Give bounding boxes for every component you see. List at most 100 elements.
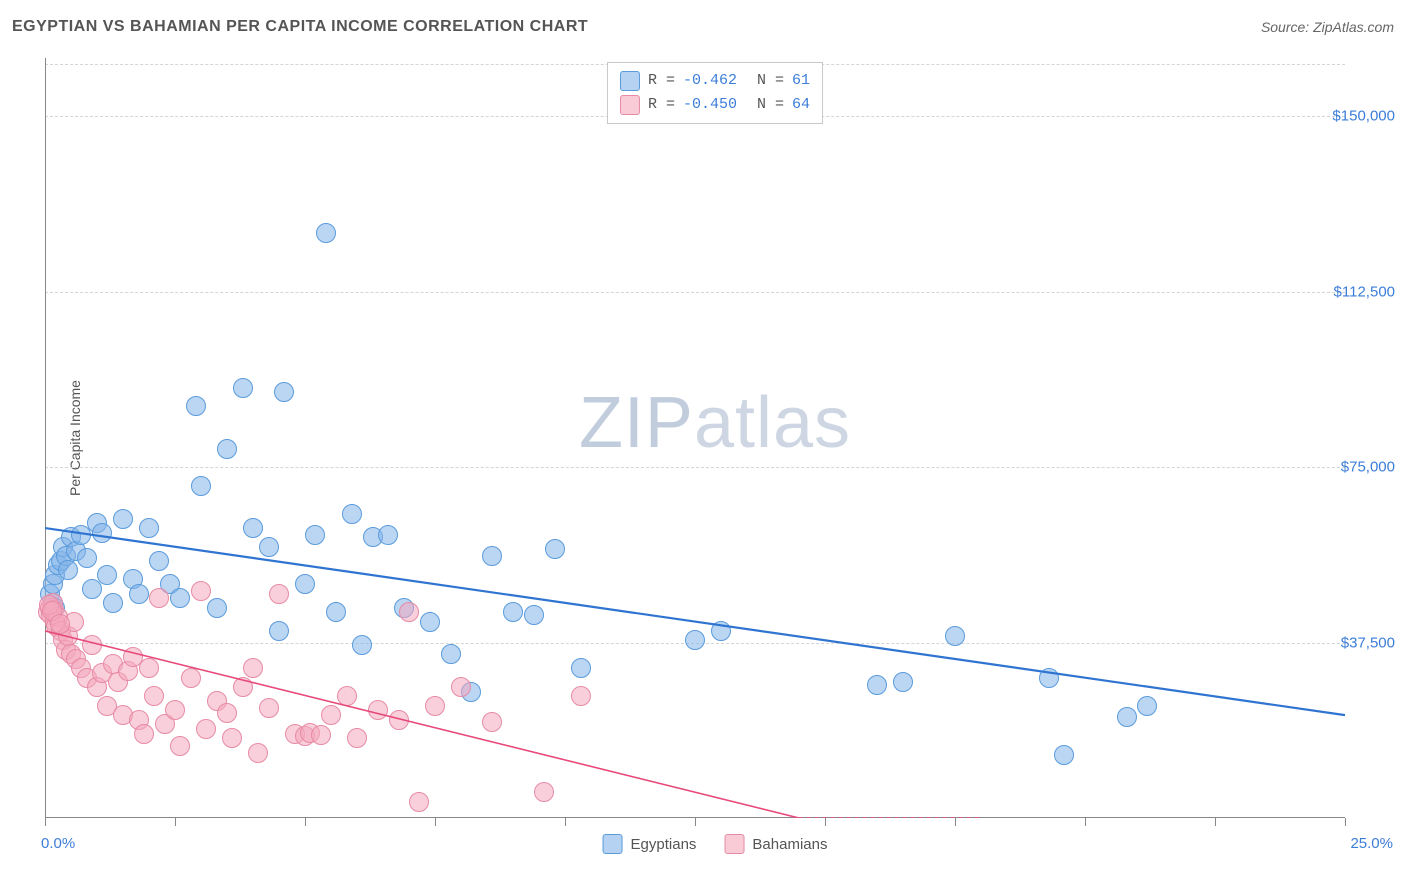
data-point [420,612,440,632]
data-point [352,635,372,655]
data-point [207,598,227,618]
data-point [103,593,123,613]
x-tick [1085,818,1086,826]
swatch-blue-icon [620,71,640,91]
data-point [368,700,388,720]
source-name: ZipAtlas.com [1313,19,1394,35]
chart-area: Per Capita Income $37,500$75,000$112,500… [45,58,1385,818]
data-point [893,672,913,692]
x-tick [1215,818,1216,826]
data-point [378,525,398,545]
data-point [149,588,169,608]
data-point [326,602,346,622]
x-tick [1345,818,1346,826]
legend-label: Egyptians [631,836,697,853]
data-point [399,602,419,622]
x-tick [175,818,176,826]
r-label: R = [648,93,675,117]
data-point [571,686,591,706]
legend-series: Egyptians Bahamians [603,834,828,854]
data-point [77,548,97,568]
data-point [389,710,409,730]
data-point [129,584,149,604]
swatch-blue-icon [603,834,623,854]
data-point [441,644,461,664]
data-point [196,719,216,739]
swatch-pink-icon [620,95,640,115]
data-point [545,539,565,559]
data-point [243,658,263,678]
x-tick [45,818,46,826]
data-point [134,724,154,744]
data-point [181,668,201,688]
trend-lines-svg [45,58,1385,818]
n-value: 64 [792,93,810,117]
data-point [482,546,502,566]
data-point [534,782,554,802]
data-point [945,626,965,646]
legend-row-bahamians: R = -0.450 N = 64 [620,93,810,117]
source-attribution: Source: ZipAtlas.com [1261,19,1394,35]
data-point [295,574,315,594]
data-point [316,223,336,243]
y-axis-line [45,58,46,818]
data-point [186,396,206,416]
data-point [1137,696,1157,716]
data-point [222,728,242,748]
x-tick [435,818,436,826]
x-tick [825,818,826,826]
data-point [482,712,502,732]
data-point [58,560,78,580]
data-point [571,658,591,678]
legend-label: Bahamians [752,836,827,853]
data-point [259,698,279,718]
data-point [243,518,263,538]
x-tick [305,818,306,826]
chart-title: EGYPTIAN VS BAHAMIAN PER CAPITA INCOME C… [12,18,588,36]
watermark-zip: ZIP [579,383,694,463]
data-point [82,635,102,655]
data-point [191,476,211,496]
data-point [269,621,289,641]
watermark: ZIPatlas [579,382,851,464]
y-axis-label: Per Capita Income [67,380,83,496]
data-point [233,378,253,398]
r-value: -0.462 [683,69,737,93]
data-point [311,725,331,745]
data-point [867,675,887,695]
data-point [347,728,367,748]
data-point [92,523,112,543]
data-point [248,743,268,763]
n-label: N = [757,69,784,93]
data-point [451,677,471,697]
n-value: 61 [792,69,810,93]
data-point [144,686,164,706]
data-point [50,614,70,634]
source-prefix: Source: [1261,19,1313,35]
data-point [170,736,190,756]
y-tick-label: $37,500 [1341,634,1395,651]
y-tick-label: $112,500 [1334,283,1395,300]
data-point [217,439,237,459]
data-point [337,686,357,706]
data-point [149,551,169,571]
data-point [233,677,253,697]
grid-line [45,467,1345,468]
swatch-pink-icon [724,834,744,854]
data-point [305,525,325,545]
data-point [409,792,429,812]
legend-item-egyptians: Egyptians [603,834,697,854]
r-label: R = [648,69,675,93]
n-label: N = [757,93,784,117]
x-tick [565,818,566,826]
y-tick-label: $150,000 [1332,108,1395,125]
data-point [425,696,445,716]
data-point [259,537,279,557]
grid-line [45,292,1345,293]
data-point [165,700,185,720]
data-point [1054,745,1074,765]
data-point [274,382,294,402]
legend-correlation-box: R = -0.462 N = 61 R = -0.450 N = 64 [607,62,823,124]
data-point [139,518,159,538]
data-point [269,584,289,604]
